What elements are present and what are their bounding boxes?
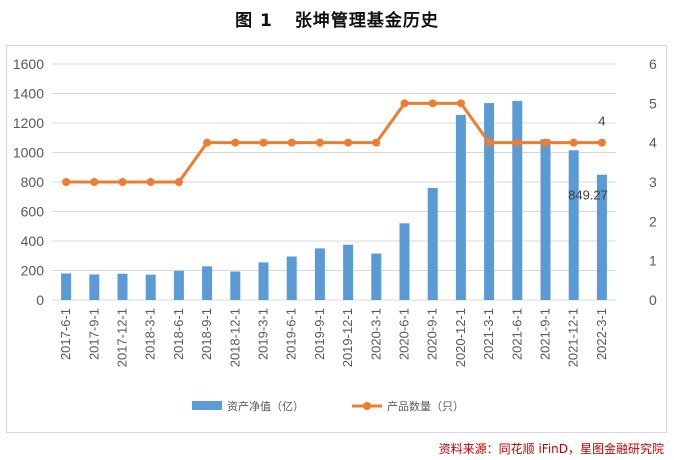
x-tick-label: 2018-6-1: [171, 308, 186, 360]
y-left-tick-label: 1600: [13, 56, 44, 72]
figure-number: 图 1: [235, 11, 273, 31]
line-point: [400, 99, 409, 108]
line-point: [90, 178, 99, 186]
bar: [230, 271, 241, 300]
chart-frame: [6, 45, 667, 433]
line-data-label: 4: [598, 114, 605, 129]
legend-marker-line: [363, 402, 371, 410]
x-tick-label: 2017-12-1: [115, 308, 130, 367]
bar: [89, 274, 100, 300]
line-point: [372, 138, 381, 147]
line-point: [597, 138, 606, 147]
y-left-tick-label: 1400: [13, 86, 44, 102]
line-point: [174, 178, 183, 186]
y-right-tick-label: 5: [649, 95, 657, 111]
x-tick-label: 2019-12-1: [340, 308, 355, 367]
line-point: [203, 138, 212, 147]
legend-swatch-bar: [192, 401, 222, 410]
chart-title: 图 1 张坤管理基金历史: [0, 6, 674, 31]
x-tick-label: 2020-3-1: [368, 308, 383, 360]
bar: [427, 187, 438, 300]
bar: [61, 273, 72, 300]
line-point: [259, 138, 268, 147]
bar: [568, 150, 579, 300]
y-right-tick-label: 2: [649, 213, 657, 229]
bar: [145, 274, 156, 300]
line-point: [287, 138, 296, 147]
y-right-tick-label: 6: [649, 56, 657, 72]
bar: [512, 100, 523, 300]
bar: [314, 248, 325, 300]
line-point: [315, 138, 324, 147]
x-tick-label: 2020-6-1: [397, 308, 412, 360]
y-left-tick-label: 1200: [13, 115, 44, 131]
bar: [371, 253, 382, 300]
x-tick-label: 2019-3-1: [256, 308, 271, 360]
y-left-tick-label: 200: [21, 263, 45, 279]
bar: [455, 114, 466, 300]
line-point: [428, 99, 437, 108]
x-tick-label: 2017-9-1: [86, 308, 101, 360]
x-tick-label: 2017-6-1: [58, 308, 73, 360]
x-tick-label: 2019-6-1: [284, 308, 299, 360]
line-point: [513, 138, 522, 147]
bar: [399, 223, 410, 300]
line-point: [62, 178, 71, 186]
x-tick-label: 2019-9-1: [312, 308, 327, 360]
y-right-tick-label: 3: [649, 174, 657, 190]
legend-label-line: 产品数量（只）: [387, 399, 464, 413]
x-tick-label: 2022-3-1: [594, 308, 609, 360]
bar: [286, 256, 297, 300]
source-note: 资料来源：同花顺 iFinD，星图金融研究院: [438, 442, 664, 456]
line-series-product-count: [66, 101, 602, 184]
x-tick-label: 2018-12-1: [227, 308, 242, 367]
y-right-tick-label: 0: [649, 292, 657, 308]
x-tick-label: 2021-3-1: [481, 308, 496, 360]
line-point: [569, 138, 578, 147]
y-left-tick-label: 600: [21, 204, 45, 220]
bar: [202, 266, 213, 300]
bar: [596, 174, 607, 300]
y-left-tick-label: 1000: [13, 145, 44, 161]
x-tick-label: 2021-9-1: [538, 308, 553, 360]
bar: [343, 244, 354, 300]
bar: [484, 103, 495, 301]
bar: [258, 262, 269, 300]
x-tick-label: 2020-12-1: [453, 308, 468, 367]
y-right-tick-label: 4: [649, 135, 657, 151]
bar-data-label: 849.27: [568, 188, 608, 203]
figure-title: 张坤管理基金历史: [294, 11, 439, 31]
x-tick-label: 2018-3-1: [143, 308, 158, 360]
bar: [173, 270, 184, 300]
line-point: [456, 99, 465, 108]
legend-label-bar: 资产净值（亿）: [227, 399, 304, 413]
bar: [117, 273, 128, 300]
line-point: [118, 178, 127, 186]
y-left-tick-label: 0: [36, 292, 44, 308]
line-point: [485, 138, 494, 147]
x-tick-label: 2021-12-1: [566, 308, 581, 367]
line-point: [344, 138, 353, 147]
bar: [540, 139, 551, 300]
x-tick-label: 2020-9-1: [425, 308, 440, 360]
x-tick-label: 2018-9-1: [199, 308, 214, 360]
y-left-tick-label: 400: [21, 233, 45, 249]
line-point: [541, 138, 550, 147]
x-tick-label: 2021-6-1: [509, 308, 524, 360]
line-point: [231, 138, 240, 147]
y-right-tick-label: 1: [649, 253, 657, 269]
line-point: [146, 178, 155, 186]
y-left-tick-label: 800: [21, 174, 45, 190]
